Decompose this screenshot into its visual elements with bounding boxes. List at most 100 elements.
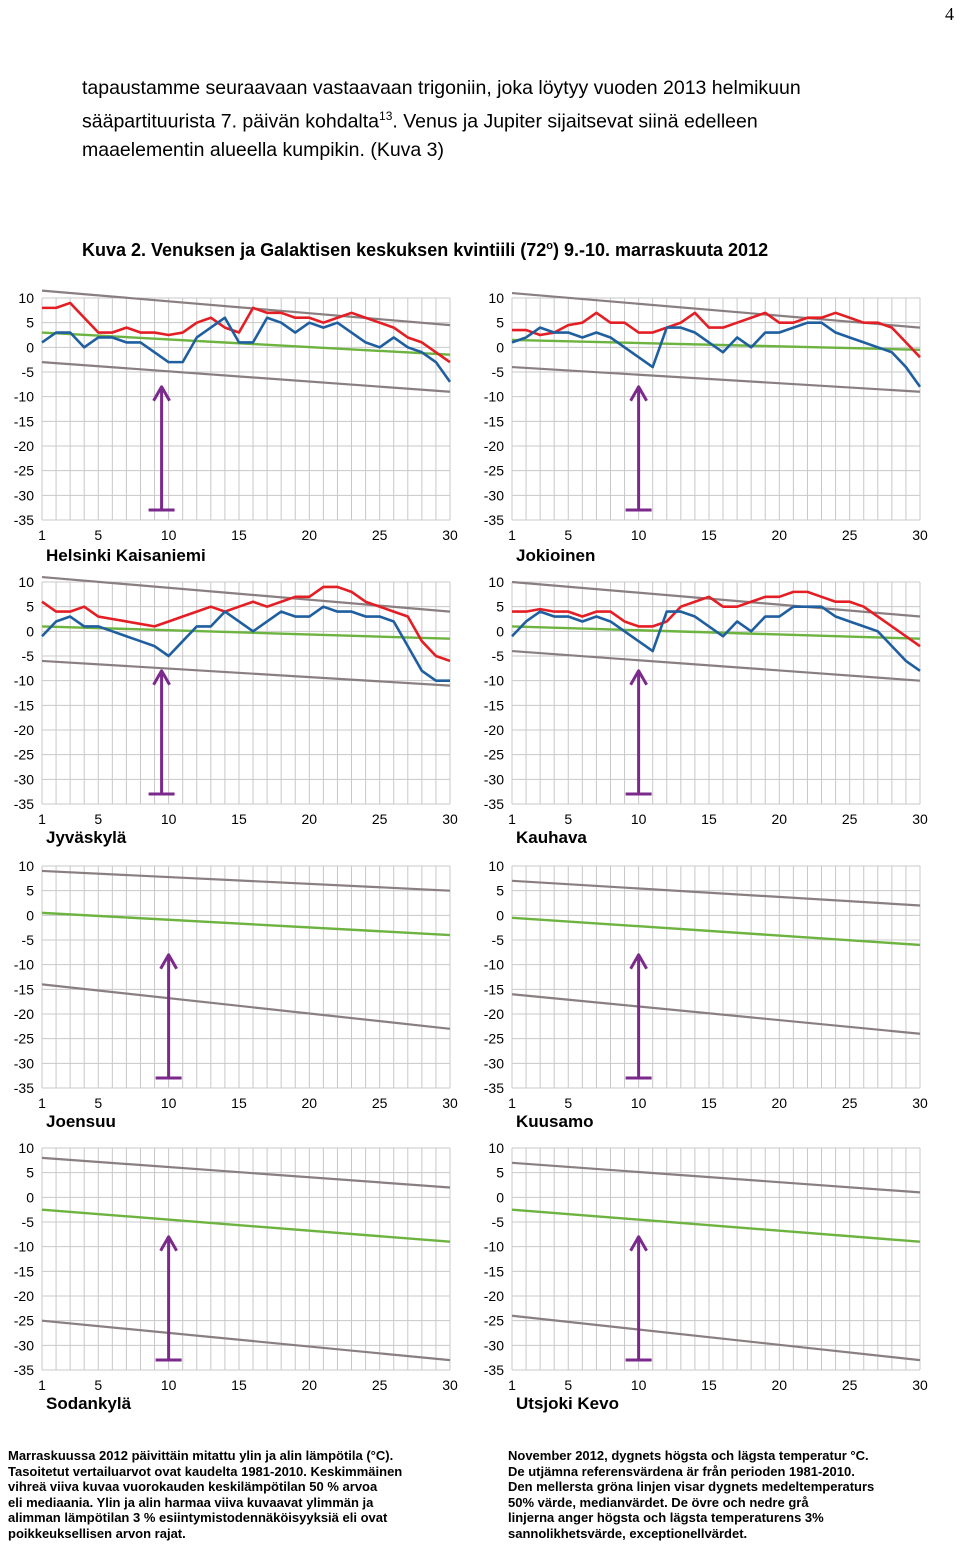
y-tick-label: -30 bbox=[484, 1337, 504, 1353]
y-tick-label: 10 bbox=[18, 1140, 34, 1156]
x-tick-label: 1 bbox=[38, 811, 46, 827]
x-tick-label: 5 bbox=[94, 811, 102, 827]
arrow-head bbox=[629, 385, 648, 402]
y-tick-label: 0 bbox=[496, 339, 504, 355]
y-tick-label: 10 bbox=[488, 574, 504, 590]
x-tick-label: 30 bbox=[912, 1095, 928, 1111]
lower-extreme-line bbox=[511, 365, 921, 393]
min-temp-line bbox=[511, 321, 922, 388]
y-tick-label: 0 bbox=[26, 907, 34, 923]
y-tick-label: 10 bbox=[18, 574, 34, 590]
y-tick-label: -30 bbox=[484, 1055, 504, 1071]
x-tick-label: 5 bbox=[564, 1377, 572, 1393]
y-tick-label: -15 bbox=[14, 697, 34, 713]
x-tick-label: 25 bbox=[372, 1095, 388, 1111]
y-tick-label: -15 bbox=[484, 413, 504, 429]
note-fi-line: Tasoitetut vertailuarvot ovat kaudelta 1… bbox=[8, 1463, 403, 1479]
arrow-head bbox=[629, 1235, 648, 1252]
legend-note-finnish: Marraskuussa 2012 päivittäin mitattu yli… bbox=[8, 1448, 468, 1541]
median-line bbox=[41, 1208, 451, 1243]
x-tick-label: 15 bbox=[231, 527, 247, 543]
x-tick-label: 30 bbox=[912, 811, 928, 827]
x-tick-label: 25 bbox=[842, 527, 858, 543]
min-temp-line bbox=[41, 605, 450, 682]
y-tick-label: -25 bbox=[14, 463, 34, 479]
y-tick-label: -30 bbox=[484, 771, 504, 787]
y-tick-label: -15 bbox=[14, 413, 34, 429]
y-tick-label: -25 bbox=[484, 747, 504, 763]
y-tick-label: -15 bbox=[484, 697, 504, 713]
note-fi-line: Marraskuussa 2012 päivittäin mitattu yli… bbox=[8, 1448, 394, 1463]
min-temp-line bbox=[41, 316, 452, 383]
upper-extreme-line bbox=[41, 289, 451, 327]
x-tick-label: 5 bbox=[564, 1095, 572, 1111]
y-tick-label: -10 bbox=[484, 389, 504, 405]
station-label-kuusamo: Kuusamo bbox=[516, 1112, 594, 1131]
y-tick-label: -35 bbox=[14, 512, 34, 528]
y-tick-label: -25 bbox=[484, 463, 504, 479]
y-tick-label: -10 bbox=[14, 389, 34, 405]
y-tick-label: -25 bbox=[14, 1313, 34, 1329]
median-line bbox=[511, 916, 921, 947]
x-tick-label: 15 bbox=[701, 1095, 717, 1111]
y-tick-label: -5 bbox=[22, 648, 35, 664]
median-line bbox=[41, 625, 451, 640]
station-label-jokioinen: Jokioinen bbox=[516, 546, 596, 565]
x-tick-label: 5 bbox=[94, 527, 102, 543]
note-fi-line: alimman lämpötilan 3 % esiintymistodennä… bbox=[8, 1510, 388, 1525]
x-tick-label: 15 bbox=[701, 1377, 717, 1393]
lower-extreme-line bbox=[41, 1319, 451, 1362]
y-tick-label: -20 bbox=[14, 1288, 34, 1304]
x-tick-label: 15 bbox=[231, 1095, 247, 1111]
y-tick-label: 0 bbox=[26, 623, 34, 639]
note-fi-line: vihreä viiva kuvaa vuorokauden keskilämp… bbox=[8, 1479, 378, 1494]
note-fi-line: poikkeuksellisen arvon rajat. bbox=[8, 1525, 186, 1541]
median-line bbox=[511, 338, 921, 351]
y-tick-label: -10 bbox=[14, 957, 34, 973]
x-tick-label: 10 bbox=[631, 527, 647, 543]
median-line bbox=[41, 911, 451, 937]
y-tick-label: 5 bbox=[496, 315, 504, 331]
max-temp-line bbox=[512, 311, 921, 359]
y-tick-label: 5 bbox=[496, 599, 504, 615]
y-tick-label: 0 bbox=[26, 1189, 34, 1205]
intro-line-2: sääpartituurista 7. päivän kohdalta13. V… bbox=[82, 102, 942, 136]
y-tick-label: 10 bbox=[18, 290, 34, 306]
y-tick-label: -5 bbox=[22, 1214, 35, 1230]
footnote-ref: 13 bbox=[379, 109, 393, 123]
y-tick-label: -25 bbox=[484, 1313, 504, 1329]
station-label-sodankyla: Sodankylä bbox=[46, 1394, 132, 1413]
x-tick-label: 15 bbox=[701, 527, 717, 543]
intro-line-2-post: . Venus ja Jupiter sijaitsevat siinä ede… bbox=[392, 110, 758, 133]
x-tick-label: 20 bbox=[772, 811, 788, 827]
arrow-head bbox=[152, 669, 171, 686]
y-tick-label: -15 bbox=[14, 1263, 34, 1279]
x-tick-label: 20 bbox=[302, 527, 318, 543]
x-tick-label: 25 bbox=[372, 1377, 388, 1393]
y-tick-label: 5 bbox=[26, 599, 34, 615]
y-tick-label: -20 bbox=[484, 1288, 504, 1304]
caption-post: ) 9.-10. marraskuuta 2012 bbox=[552, 240, 769, 260]
x-tick-label: 20 bbox=[302, 1095, 318, 1111]
note-sv-line: Den mellersta gröna linjen visar dygnets… bbox=[508, 1479, 875, 1494]
station-label-jyvaskyla: Jyväskylä bbox=[46, 828, 127, 847]
y-tick-label: 0 bbox=[496, 1189, 504, 1205]
temperature-figure: 10 5 0 -5 -10 -15 -20 -25 -30 -35 1 5 10 15 20 25 30 10 5 0… bbox=[0, 270, 960, 1553]
x-tick-label: 15 bbox=[231, 811, 247, 827]
x-tick-label: 25 bbox=[842, 1377, 858, 1393]
x-tick-label: 30 bbox=[442, 527, 458, 543]
x-tick-label: 10 bbox=[161, 1095, 177, 1111]
x-tick-label: 5 bbox=[564, 811, 572, 827]
y-tick-label: 5 bbox=[26, 315, 34, 331]
y-tick-label: -5 bbox=[22, 364, 35, 380]
lower-extreme-line bbox=[511, 1314, 921, 1362]
upper-extreme-line bbox=[511, 1161, 921, 1194]
x-tick-label: 10 bbox=[631, 1377, 647, 1393]
arrow-head bbox=[159, 1235, 178, 1252]
y-tick-label: -20 bbox=[484, 1006, 504, 1022]
note-fi-line: eli mediaania. Ylin ja alin harmaa viiva… bbox=[8, 1494, 374, 1510]
x-tick-label: 5 bbox=[564, 527, 572, 543]
